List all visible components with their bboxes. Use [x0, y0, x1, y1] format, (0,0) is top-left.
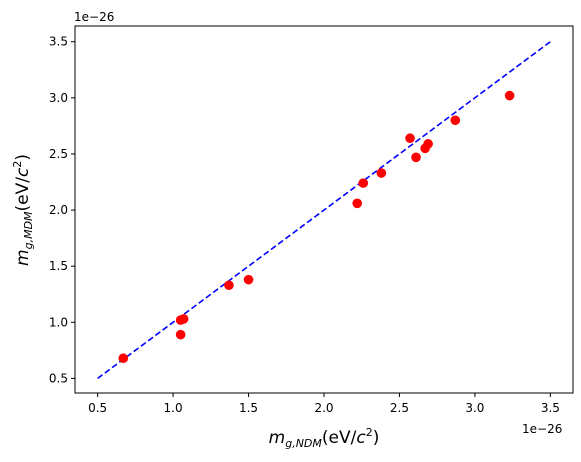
x-tick-label: 1.5: [239, 401, 258, 415]
y-tick-label: 3.5: [49, 35, 68, 49]
data-point: [376, 168, 387, 178]
y-tick-label: 1.0: [49, 315, 68, 329]
y-tick-label: 3.0: [49, 91, 68, 105]
x-offset-label: 1e−26: [522, 422, 562, 436]
x-tick-label: 3.5: [541, 401, 560, 415]
data-point: [450, 115, 461, 126]
data-point: [423, 139, 433, 149]
plot-marks: [97, 41, 551, 380]
reference-line: [97, 41, 551, 380]
y-tick-label: 0.5: [49, 371, 68, 385]
y-tick-label: 2.5: [49, 147, 68, 161]
data-point: [352, 198, 363, 209]
data-point: [358, 178, 369, 188]
y-tick-label: 2.0: [49, 203, 68, 217]
y-offset-label: 1e−26: [74, 10, 114, 24]
x-axis-label: mg,NDM(eV/c2): [269, 426, 380, 450]
data-point: [405, 133, 415, 144]
x-tick-label: 0.5: [88, 401, 107, 415]
data-point: [175, 329, 186, 340]
axes: 0.5 1.0 1.5 2.0 2.5 3.0 3.5 0.5 1.0 1.5 2.0 2.5 3.0 3…: [49, 25, 574, 415]
x-tick-label: 2.5: [390, 401, 409, 415]
data-point: [411, 152, 421, 163]
data-point: [224, 280, 234, 291]
data-point: [243, 274, 254, 285]
x-tick-label: 2.0: [314, 401, 333, 415]
y-axis-label: mg,MDM(eV/c2): [11, 154, 35, 266]
x-tick-label: 1.0: [164, 401, 183, 415]
data-point: [178, 314, 189, 324]
data-point: [504, 90, 515, 101]
x-tick-label: 3.0: [465, 401, 484, 415]
y-tick-label: 1.5: [49, 259, 68, 273]
data-point: [118, 353, 129, 364]
